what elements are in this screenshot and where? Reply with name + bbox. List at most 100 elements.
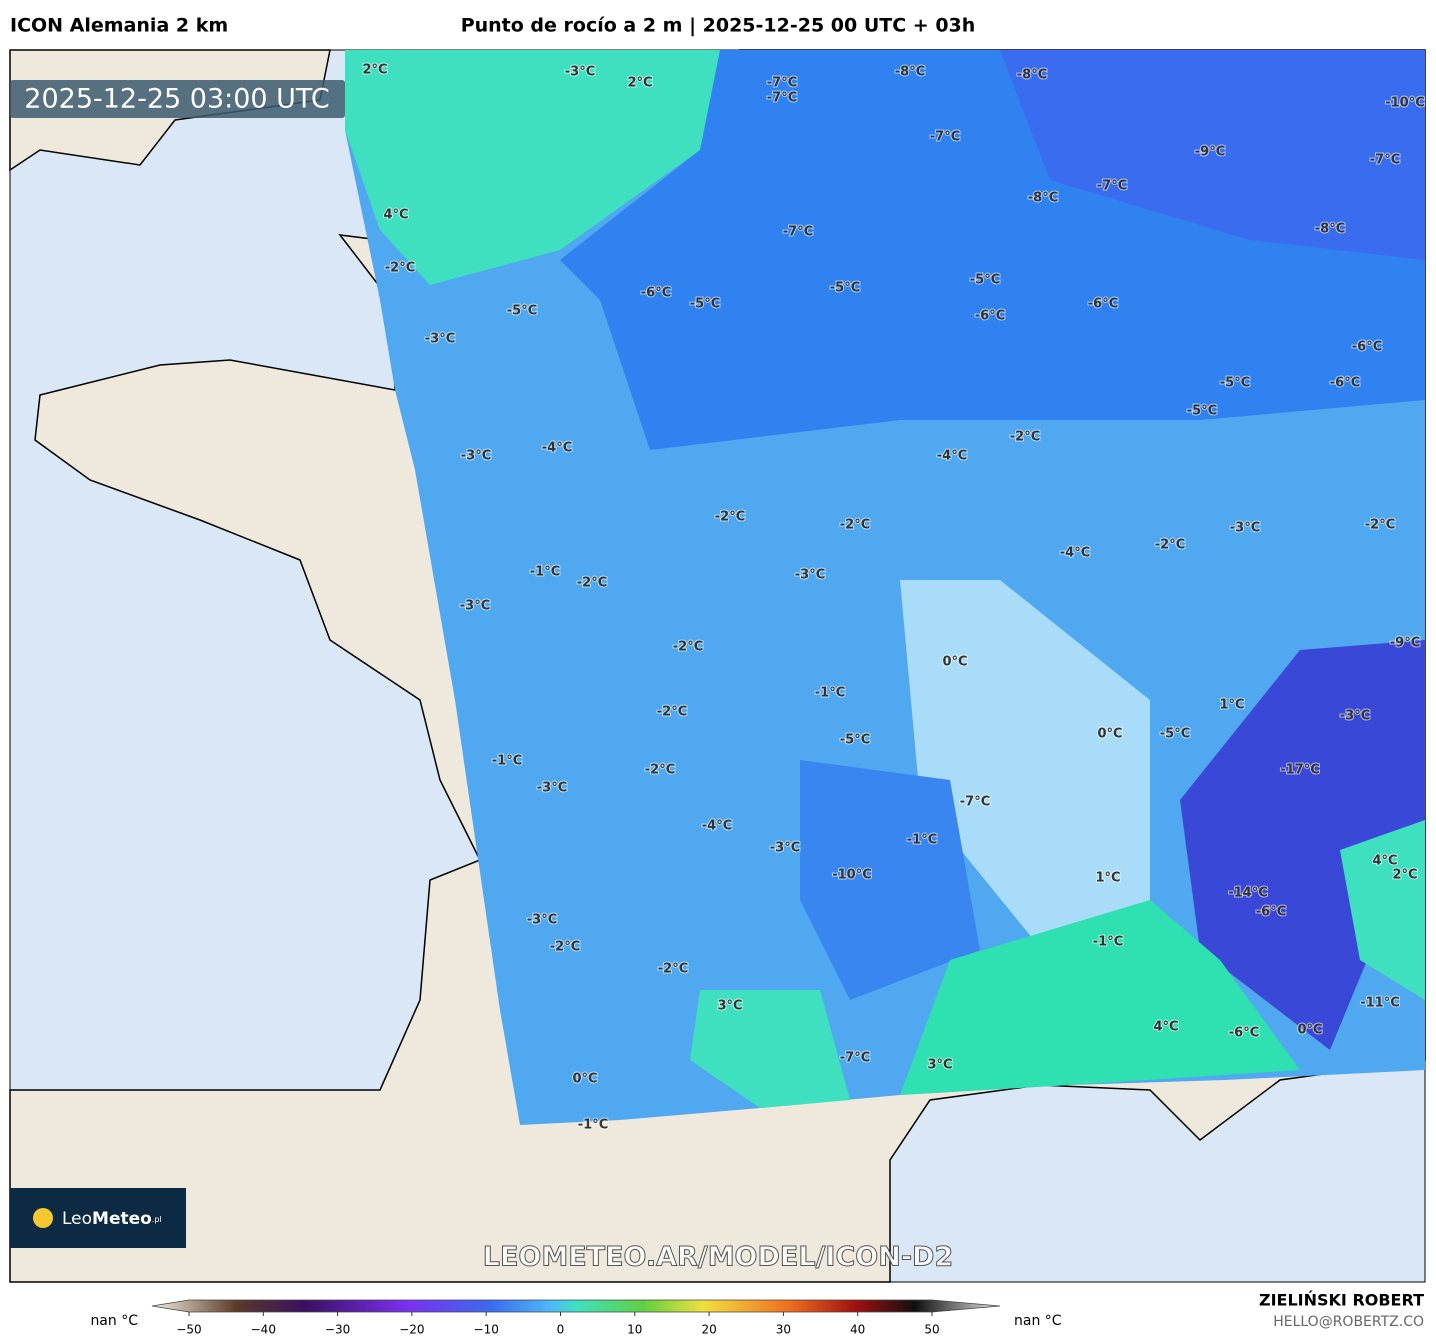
temperature-label: -8°C [895,65,925,80]
field-southeast [900,900,1300,1095]
timestamp-box [10,80,345,118]
temperature-label: 4°C [1153,1020,1178,1035]
temperature-label: -17°C [1280,763,1320,778]
temperature-label: 1°C [1095,871,1120,886]
colorbar-tick-label: 40 [850,1323,865,1337]
field-massif [800,760,980,1000]
field-southwest [690,990,850,1108]
temperature-label: -9°C [1390,636,1420,651]
temperature-label: -5°C [1160,727,1190,742]
temperature-label: -1°C [907,833,937,848]
temperature-label: -2°C [645,763,675,778]
temperature-label: -6°C [1330,376,1360,391]
temperature-label: -3°C [1340,709,1370,724]
temperature-label: -6°C [1229,1026,1259,1041]
temperature-label: -2°C [657,705,687,720]
temperature-label: 1°C [1219,698,1244,713]
colorbar-tick-label: 20 [701,1323,716,1337]
author: ZIELIŃSKI ROBERT [1259,1291,1424,1310]
temperature-label: -6°C [975,309,1005,324]
temperature-label: -6°C [1352,340,1382,355]
temperature-label: -7°C [1370,153,1400,168]
temperature-label: -4°C [702,819,732,834]
map-title: Punto de rocío a 2 m | 2025-12-25 00 UTC… [461,15,976,37]
temperature-label: -3°C [565,65,595,80]
colorbar-tick-label: 0 [557,1323,565,1337]
temperature-label: -3°C [527,913,557,928]
field-center [900,580,1150,960]
temperature-label: -5°C [970,273,1000,288]
temperature-label: 0°C [1297,1023,1322,1038]
logo-leo: Leo [62,1209,92,1229]
temperature-label: -6°C [1088,297,1118,312]
map: 2°C -3°C 2°C -7°C -7°C -8°C -8°C -10°C -7°C -9°C -… [9,49,1426,1283]
temperature-label: 2°C [627,76,652,91]
temperature-label: -6°C [641,286,671,301]
temperature-label: -7°C [1097,179,1127,194]
temperature-label: -2°C [577,576,607,591]
temperature-label: -3°C [461,449,491,464]
temperature-label: -9°C [1195,145,1225,160]
colorbar-ticks: −50 −40 −30 −20 −10 0 10 20 30 40 50 [176,1312,940,1337]
colorbar-tick-label: 50 [924,1323,939,1337]
email: HELLO@ROBERTZ.CO [1273,1314,1424,1330]
field-piedmont [1340,820,1425,1000]
temperature-label: -4°C [937,449,967,464]
model-name: ICON Alemania 2 km [10,15,228,37]
temperature-label: -6°C [1256,905,1286,920]
logo-text: LeoMeteo.pl [62,1209,162,1229]
temperature-label: -1°C [492,754,522,769]
temperature-label: 3°C [927,1058,952,1073]
temperature-label: -4°C [542,441,572,456]
temperature-label: -3°C [1230,521,1260,536]
colorbar-tick-label: −20 [399,1323,424,1337]
colorbar-tick-label: −50 [176,1323,201,1337]
temperature-label: 3°C [717,999,742,1014]
temperature-labels: 2°C -3°C 2°C -7°C -7°C -8°C -8°C -10°C -7°C -9°C -… [361,62,1425,1134]
temperature-label: -2°C [658,962,688,977]
temperature-label: -5°C [690,297,720,312]
temperature-label: -11°C [1360,996,1400,1011]
temperature-label: 4°C [383,208,408,223]
temperature-label: -7°C [767,76,797,91]
temperature-label: -8°C [1315,222,1345,237]
temperature-label: -2°C [840,518,870,533]
temperature-label: -3°C [460,599,490,614]
temperature-label: 2°C [362,63,387,78]
colorbar-tick-label: −10 [474,1323,499,1337]
temperature-label: -5°C [507,304,537,319]
field-northeast [1000,50,1425,260]
colorbar-under: nan °C [90,1313,138,1329]
colorbar-tick-label: 10 [627,1323,642,1337]
temperature-label: -1°C [530,565,560,580]
temperature-label: -1°C [578,1118,608,1133]
colorbar-tick-label: 30 [776,1323,791,1337]
temperature-label: -2°C [550,940,580,955]
temperature-label: -8°C [1017,68,1047,83]
temperature-label: -3°C [795,568,825,583]
temperature-label: -2°C [673,640,703,655]
temperature-label: 0°C [572,1072,597,1087]
temperature-label: -4°C [1060,546,1090,561]
temperature-label: -7°C [783,225,813,240]
temperature-label: -2°C [715,510,745,525]
logo-meteo: Meteo [92,1209,152,1229]
temperature-label: 4°C [1372,854,1397,869]
temperature-label: -7°C [960,795,990,810]
temperature-label: -1°C [815,686,845,701]
temperature-label: -8°C [1028,191,1058,206]
logo-domain: .pl [152,1215,162,1224]
temperature-label: -3°C [770,841,800,856]
temperature-label: 2°C [1392,868,1417,883]
temperature-label: -10°C [832,868,872,883]
temperature-label: -5°C [1187,404,1217,419]
temperature-label: -5°C [840,733,870,748]
logo-sun [33,1208,53,1228]
temperature-label: -5°C [830,281,860,296]
temperature-label: 0°C [942,655,967,670]
colorbar-tick-label: −40 [251,1323,276,1337]
temperature-label: -3°C [537,781,567,796]
temperature-label: -14°C [1228,886,1268,901]
temperature-label: -1°C [1093,935,1123,950]
